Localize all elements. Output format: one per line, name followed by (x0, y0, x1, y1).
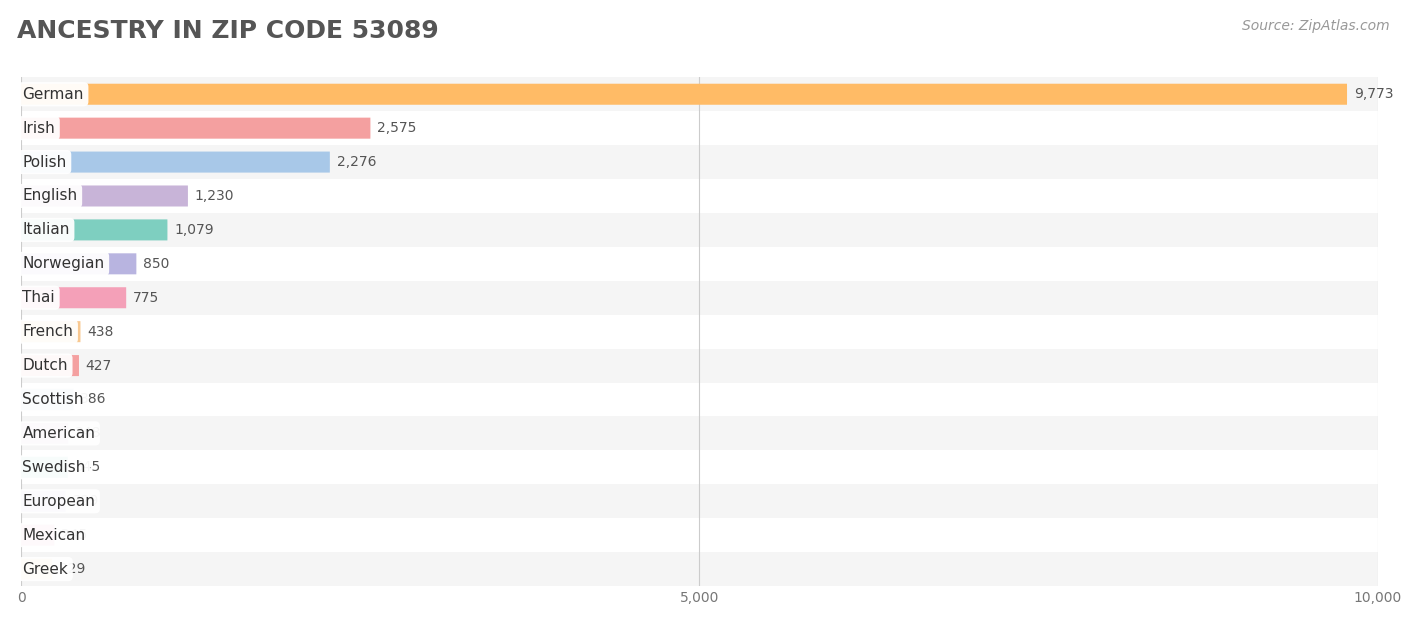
FancyBboxPatch shape (21, 151, 330, 173)
Text: 348: 348 (75, 426, 101, 440)
Bar (21, 111, 1378, 145)
Bar (21, 417, 1378, 450)
Text: Source: ZipAtlas.com: Source: ZipAtlas.com (1241, 19, 1389, 33)
Bar (21, 518, 1378, 552)
Bar (21, 484, 1378, 518)
Text: 1,079: 1,079 (174, 223, 214, 237)
Bar (21, 315, 1378, 348)
FancyBboxPatch shape (21, 185, 188, 207)
Text: European: European (22, 494, 96, 509)
Bar (21, 281, 1378, 315)
Text: Scottish: Scottish (22, 392, 84, 407)
Text: 850: 850 (143, 257, 170, 271)
FancyBboxPatch shape (21, 321, 80, 342)
FancyBboxPatch shape (21, 84, 1347, 105)
Text: 9,773: 9,773 (1354, 87, 1393, 101)
Text: 345: 345 (75, 460, 101, 475)
Text: 2,575: 2,575 (377, 121, 416, 135)
Text: 2,276: 2,276 (336, 155, 377, 169)
Text: French: French (22, 324, 73, 339)
Bar (21, 383, 1378, 417)
Text: 386: 386 (80, 392, 107, 406)
Bar (21, 247, 1378, 281)
FancyBboxPatch shape (21, 253, 136, 274)
FancyBboxPatch shape (21, 118, 370, 138)
Text: Thai: Thai (22, 290, 55, 305)
Bar (21, 145, 1378, 179)
Bar (21, 348, 1378, 383)
Text: English: English (22, 189, 77, 204)
Text: 229: 229 (59, 562, 86, 576)
Text: Italian: Italian (22, 222, 70, 238)
Text: Polish: Polish (22, 155, 66, 169)
Text: Mexican: Mexican (22, 527, 86, 543)
Text: Norwegian: Norwegian (22, 256, 104, 271)
Text: ANCESTRY IN ZIP CODE 53089: ANCESTRY IN ZIP CODE 53089 (17, 19, 439, 43)
Text: 245: 245 (60, 528, 87, 542)
FancyBboxPatch shape (21, 558, 52, 580)
FancyBboxPatch shape (21, 355, 79, 376)
Text: German: German (22, 87, 84, 102)
Bar (21, 213, 1378, 247)
Text: 329: 329 (73, 494, 98, 508)
Text: Dutch: Dutch (22, 358, 67, 373)
FancyBboxPatch shape (21, 525, 55, 545)
FancyBboxPatch shape (21, 423, 69, 444)
Bar (21, 552, 1378, 586)
Text: 1,230: 1,230 (195, 189, 235, 203)
Text: Swedish: Swedish (22, 460, 86, 475)
FancyBboxPatch shape (21, 457, 67, 478)
Text: 427: 427 (86, 359, 112, 373)
Text: 775: 775 (134, 290, 159, 305)
FancyBboxPatch shape (21, 389, 73, 410)
FancyBboxPatch shape (21, 220, 167, 240)
Text: 438: 438 (87, 325, 114, 339)
FancyBboxPatch shape (21, 287, 127, 308)
Bar (21, 77, 1378, 111)
Text: Greek: Greek (22, 562, 69, 576)
Bar (21, 179, 1378, 213)
FancyBboxPatch shape (21, 491, 66, 512)
Text: American: American (22, 426, 96, 441)
Text: Irish: Irish (22, 120, 55, 136)
Bar (21, 450, 1378, 484)
